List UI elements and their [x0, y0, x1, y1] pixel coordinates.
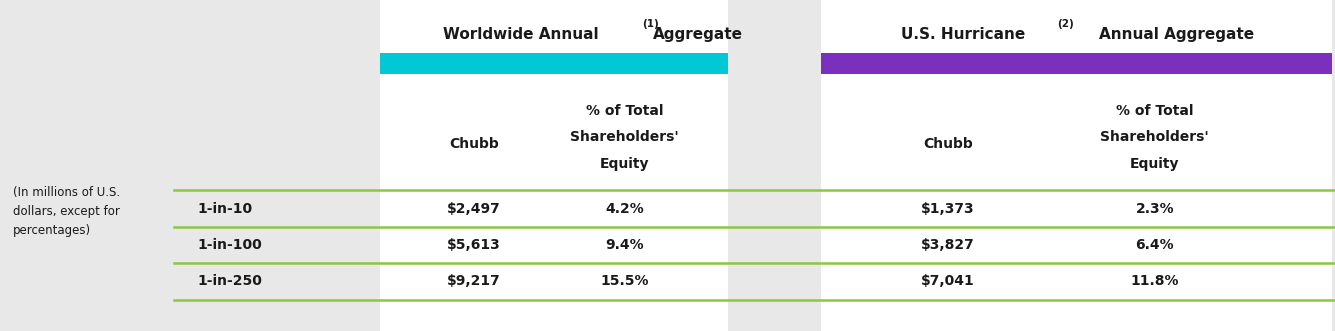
Text: Chubb: Chubb	[922, 137, 973, 151]
Text: $5,613: $5,613	[447, 238, 501, 252]
FancyBboxPatch shape	[380, 0, 728, 331]
FancyBboxPatch shape	[821, 0, 1332, 331]
Text: 9.4%: 9.4%	[606, 238, 643, 252]
FancyBboxPatch shape	[380, 53, 728, 74]
Text: (2): (2)	[1057, 19, 1075, 29]
Text: Equity: Equity	[599, 157, 650, 171]
Text: $9,217: $9,217	[447, 274, 501, 288]
Text: 1-in-250: 1-in-250	[198, 274, 263, 288]
Text: % of Total: % of Total	[586, 104, 663, 118]
Text: Chubb: Chubb	[449, 137, 499, 151]
Text: 15.5%: 15.5%	[601, 274, 649, 288]
Text: (In millions of U.S.
dollars, except for
percentages): (In millions of U.S. dollars, except for…	[13, 186, 120, 237]
Text: Shareholders': Shareholders'	[1100, 130, 1210, 144]
Text: $3,827: $3,827	[921, 238, 975, 252]
Text: U.S. Hurricane: U.S. Hurricane	[901, 27, 1025, 42]
Text: 2.3%: 2.3%	[1136, 202, 1173, 215]
Text: Annual Aggregate: Annual Aggregate	[1099, 27, 1255, 42]
Text: $2,497: $2,497	[447, 202, 501, 215]
Text: Shareholders': Shareholders'	[570, 130, 680, 144]
FancyBboxPatch shape	[821, 53, 1332, 74]
Text: 11.8%: 11.8%	[1131, 274, 1179, 288]
Text: $1,373: $1,373	[921, 202, 975, 215]
Text: $7,041: $7,041	[921, 274, 975, 288]
Text: 4.2%: 4.2%	[605, 202, 645, 215]
Text: % of Total: % of Total	[1116, 104, 1193, 118]
Text: Aggregate: Aggregate	[653, 27, 744, 42]
Text: Worldwide Annual: Worldwide Annual	[443, 27, 598, 42]
Text: 1-in-10: 1-in-10	[198, 202, 252, 215]
Text: 1-in-100: 1-in-100	[198, 238, 263, 252]
Text: Equity: Equity	[1129, 157, 1180, 171]
Text: 6.4%: 6.4%	[1136, 238, 1173, 252]
Text: (1): (1)	[642, 19, 658, 29]
